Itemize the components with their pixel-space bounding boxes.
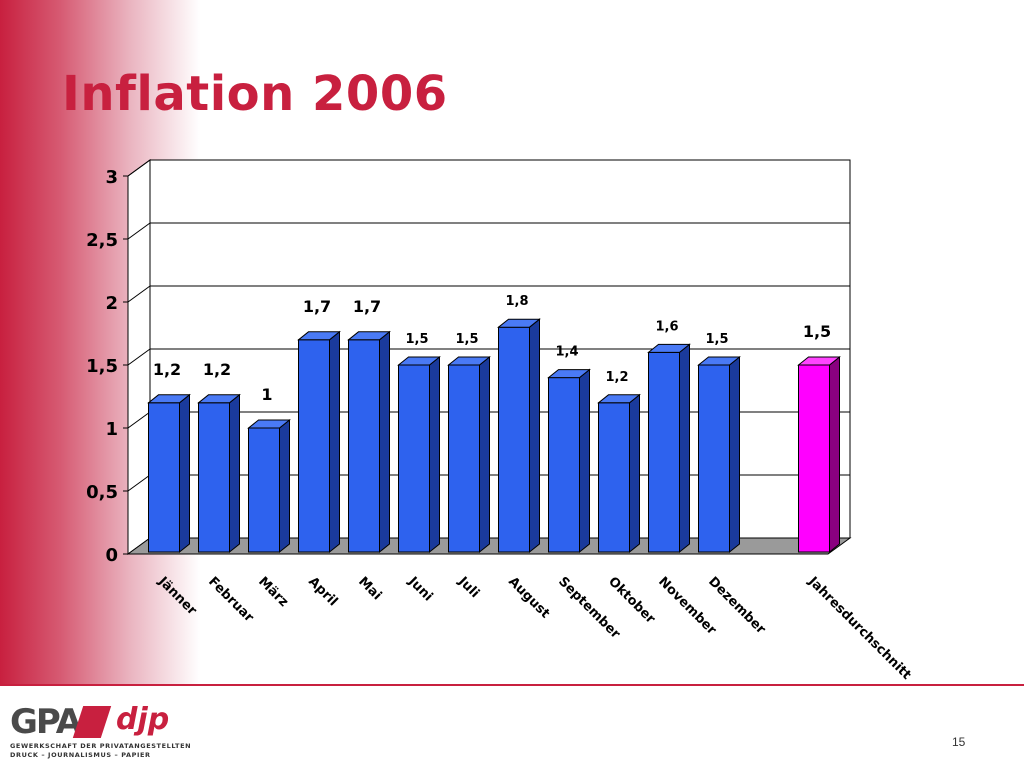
y-tick-label: 0,5 <box>86 482 118 503</box>
bar-top <box>347 331 391 341</box>
gridline-side <box>127 285 151 303</box>
bar-side <box>179 393 190 554</box>
data-label: 1,7 <box>353 297 381 316</box>
data-label: 1,5 <box>705 332 728 347</box>
bar-side <box>379 330 390 554</box>
bar <box>298 339 330 553</box>
footer-divider <box>0 684 1024 686</box>
bar-top <box>247 419 291 429</box>
x-tick-label: April <box>305 574 340 609</box>
data-label: 1,5 <box>455 332 478 347</box>
y-tick-label: 0 <box>105 545 118 566</box>
bar-side <box>629 393 640 554</box>
bar <box>148 402 180 553</box>
y-tick-label: 1 <box>105 419 118 440</box>
bar <box>248 427 280 553</box>
x-tick-label: Juni <box>404 574 435 605</box>
x-tick-label: Oktober <box>605 574 658 627</box>
data-label: 1 <box>261 385 272 404</box>
x-tick-label: Juli <box>454 574 482 602</box>
bar <box>398 364 430 553</box>
bar-side <box>229 393 240 554</box>
gpa-djp-logo: GPA djp GEWERKSCHAFT DER PRIVATANGESTELL… <box>8 702 192 761</box>
data-label: 1,5 <box>405 332 428 347</box>
page-number: 15 <box>952 735 966 749</box>
bar-side <box>679 343 690 554</box>
x-tick-label: Jahresdurchschnitt <box>804 574 913 683</box>
bar-top <box>547 369 591 379</box>
bar-top <box>447 356 491 366</box>
y-tick-label: 1,5 <box>86 356 118 377</box>
bar-top <box>797 356 841 366</box>
slide-title: Inflation 2006 <box>62 66 448 122</box>
data-label: 1,5 <box>803 322 831 341</box>
x-tick-label: Februar <box>205 574 257 626</box>
x-tick-label: August <box>505 574 552 621</box>
bar-side <box>279 418 290 554</box>
bar <box>698 364 730 553</box>
logo-gpa-text: GPA <box>10 702 82 742</box>
gridline-side <box>127 159 151 177</box>
bar-top <box>297 331 341 341</box>
y-tick-label: 2,5 <box>86 230 118 251</box>
bar-top <box>397 356 441 366</box>
data-label: 1,8 <box>505 294 528 309</box>
bar <box>548 377 580 553</box>
bar-side <box>529 318 540 554</box>
data-label: 1,7 <box>303 297 331 316</box>
bar-side <box>729 355 740 554</box>
data-label: 1,6 <box>655 319 678 334</box>
bar-side <box>479 355 490 554</box>
bar-side <box>429 355 440 554</box>
bar-top <box>597 394 641 404</box>
logo-subtitle-line2: DRUCK – JOURNALISMUS – PAPIER <box>10 751 151 759</box>
data-label: 1,2 <box>605 370 628 385</box>
x-tick-label: Mai <box>355 574 384 603</box>
bar <box>648 351 680 553</box>
gridline-side <box>127 411 151 429</box>
logo-subtitle-line1: GEWERKSCHAFT DER PRIVATANGESTELLTEN <box>10 742 192 750</box>
bar <box>498 326 530 553</box>
bar-top <box>697 356 741 366</box>
data-label: 1,4 <box>555 345 578 360</box>
gridline-side <box>127 348 151 366</box>
inflation-bar-chart: 0 0,5 1 1,5 2 2,5 3 1,2 Jänner 1,2 Februar 1 März 1,7… <box>86 159 914 683</box>
gridline-side <box>127 222 151 240</box>
bar-top <box>197 394 241 404</box>
data-label: 1,2 <box>153 360 181 379</box>
bar <box>348 339 380 553</box>
bar-side <box>329 330 340 554</box>
bar <box>448 364 480 553</box>
x-tick-label: März <box>255 574 291 610</box>
bar-top <box>497 318 541 328</box>
bar-top <box>147 394 191 404</box>
y-tick-label: 2 <box>105 293 118 314</box>
bar-side <box>579 368 590 554</box>
bar <box>598 402 630 553</box>
logo-djp-text: djp <box>116 702 170 737</box>
bar <box>198 402 230 553</box>
bar-top <box>647 343 691 353</box>
data-label: 1,2 <box>203 360 231 379</box>
bar <box>798 364 830 553</box>
gridline-side <box>127 474 151 492</box>
x-tick-label: Jänner <box>154 574 199 619</box>
y-tick-label: 3 <box>105 167 118 188</box>
bar-side <box>829 355 840 554</box>
